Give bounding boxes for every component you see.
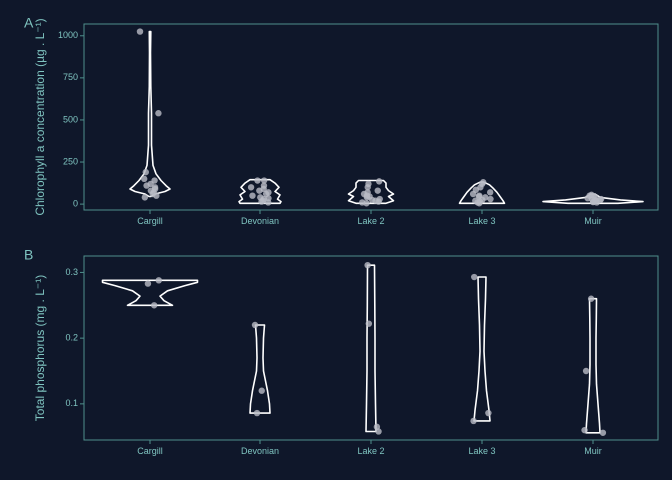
data-point	[155, 110, 162, 117]
data-point	[153, 192, 160, 199]
x-tick-label: Lake 2	[357, 446, 384, 456]
data-point	[375, 178, 383, 185]
data-point	[136, 28, 144, 35]
y-tick-label: 500	[63, 114, 78, 124]
data-point	[587, 295, 595, 302]
data-point	[476, 200, 483, 207]
data-point	[141, 194, 149, 201]
x-tick-label: Devonian	[241, 216, 279, 226]
data-point	[470, 417, 477, 425]
data-point	[582, 367, 590, 375]
violin-lake-3	[473, 276, 491, 422]
y-axis-title: Chlorophyll a concentration (µg . L⁻¹)	[33, 18, 47, 215]
data-point	[155, 277, 162, 284]
data-point	[365, 320, 373, 327]
x-tick-label: Lake 3	[468, 446, 495, 456]
panel-label: B	[24, 247, 33, 263]
data-point	[375, 428, 382, 435]
data-point	[487, 195, 494, 203]
x-tick-label: Muir	[584, 216, 602, 226]
y-tick-label: 0	[73, 198, 78, 208]
data-point	[258, 198, 265, 205]
x-tick-label: Cargill	[137, 446, 163, 456]
data-point	[142, 168, 149, 176]
data-point	[486, 189, 494, 196]
panel-a: A Chlorophyll a concentration (µg . L⁻¹) 0…	[24, 15, 659, 226]
data-point	[469, 190, 477, 198]
y-tick-label: 1000	[58, 30, 78, 40]
y-axis-title: Total phosphorus (mg . L⁻¹)	[33, 275, 47, 421]
data-point	[593, 199, 600, 206]
x-tick-label: Muir	[584, 446, 602, 456]
x-tick-label: Lake 3	[468, 216, 495, 226]
data-point	[150, 302, 158, 309]
violin-lake-2	[347, 179, 395, 205]
data-point	[364, 262, 371, 269]
data-point	[141, 175, 148, 183]
data-point	[363, 194, 371, 201]
data-point	[374, 187, 381, 194]
data-point	[265, 199, 272, 206]
violin-cargill	[101, 279, 199, 307]
data-point	[253, 409, 261, 417]
data-point	[143, 182, 150, 189]
data-point	[471, 273, 478, 281]
violin-cargill	[129, 30, 171, 198]
y-tick-label: 0.1	[65, 398, 78, 408]
data-point	[260, 177, 268, 184]
violin-lake-2	[365, 264, 377, 433]
data-point	[485, 409, 492, 417]
data-point	[247, 184, 255, 191]
panel-frame	[83, 255, 659, 441]
data-point	[251, 321, 259, 329]
x-tick-label: Lake 2	[357, 216, 384, 226]
y-tick-label: 750	[63, 72, 78, 82]
y-tick-label: 0.2	[65, 333, 78, 343]
data-point	[363, 200, 370, 207]
x-tick-label: Devonian	[241, 446, 279, 456]
x-tick-label: Cargill	[137, 216, 163, 226]
panel-label: A	[24, 15, 34, 31]
data-point	[581, 426, 588, 434]
data-point	[258, 387, 265, 394]
data-point	[144, 280, 152, 287]
data-point	[375, 198, 382, 205]
data-point	[254, 177, 261, 184]
data-point	[256, 187, 263, 194]
y-tick-label: 0.3	[65, 267, 78, 277]
data-point	[364, 184, 371, 191]
violin-devonian	[249, 324, 271, 414]
violin-muir	[585, 297, 601, 434]
data-point	[249, 192, 256, 199]
violin-devonian	[238, 178, 282, 205]
data-point	[599, 429, 607, 436]
y-tick-label: 250	[63, 156, 78, 166]
